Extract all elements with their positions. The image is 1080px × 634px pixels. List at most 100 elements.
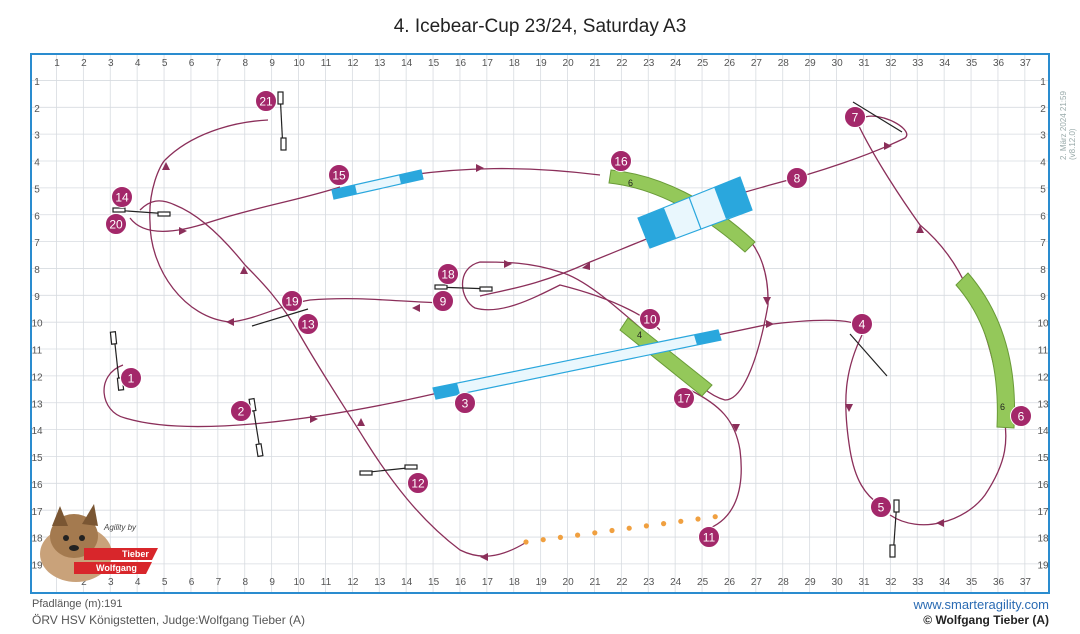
col-label-bottom: 11 xyxy=(321,577,332,588)
row-label-left: 16 xyxy=(31,480,43,491)
weave-pole xyxy=(661,521,667,527)
col-label-top: 21 xyxy=(589,58,601,69)
marker-5: 5 xyxy=(870,496,892,518)
dog-path xyxy=(103,115,1007,557)
row-label-left: 8 xyxy=(34,265,40,276)
website-link[interactable]: www.smarteragility.com xyxy=(913,597,1049,612)
row-label-left: 19 xyxy=(31,560,43,571)
col-label-top: 9 xyxy=(269,58,275,69)
logo-script: Agility by xyxy=(103,523,137,532)
row-label-right: 2 xyxy=(1040,104,1046,115)
marker-11: 11 xyxy=(698,526,720,548)
col-label-bottom: 3 xyxy=(108,577,114,588)
row-label-right: 10 xyxy=(1037,319,1049,330)
row-label-right: 9 xyxy=(1040,292,1046,303)
weave-pole xyxy=(557,534,564,541)
row-label-right: 15 xyxy=(1037,453,1049,464)
marker-7: 7 xyxy=(844,106,866,128)
col-label-top: 26 xyxy=(724,58,736,69)
dogwalk-long xyxy=(432,329,722,400)
tunnel-6 xyxy=(955,272,1016,429)
col-label-top: 8 xyxy=(243,58,249,69)
logo: Agility by Tieber Wolfgang xyxy=(40,504,158,582)
marker-16: 16 xyxy=(610,150,632,172)
marker-4: 4 xyxy=(851,313,873,335)
row-label-right: 13 xyxy=(1037,399,1049,410)
marker-label: 4 xyxy=(859,318,866,332)
col-label-top: 28 xyxy=(778,58,790,69)
col-label-top: 17 xyxy=(482,58,494,69)
row-label-left: 14 xyxy=(31,426,43,437)
weave-pole xyxy=(678,518,684,524)
col-label-top: 34 xyxy=(939,58,951,69)
tunnel-16 xyxy=(608,169,756,253)
marker-label: 5 xyxy=(878,501,885,515)
tunnel-16-label: 6 xyxy=(628,178,633,188)
col-label-top: 1 xyxy=(54,58,60,69)
weave-pole xyxy=(712,514,718,520)
col-label-top: 23 xyxy=(643,58,655,69)
col-label-top: 27 xyxy=(751,58,763,69)
col-label-top: 36 xyxy=(993,58,1005,69)
col-label-bottom: 29 xyxy=(805,577,817,588)
marker-17: 17 xyxy=(673,387,695,409)
col-label-bottom: 26 xyxy=(724,577,736,588)
jump-4 xyxy=(849,333,888,377)
jump-7 xyxy=(852,101,903,133)
row-label-left: 1 xyxy=(34,77,40,88)
col-label-top: 20 xyxy=(563,58,575,69)
marker-label: 11 xyxy=(703,531,716,545)
row-label-right: 12 xyxy=(1037,372,1049,383)
marker-label: 6 xyxy=(1018,410,1025,424)
row-label-left: 3 xyxy=(34,131,40,142)
marker-label: 7 xyxy=(852,111,859,125)
col-label-bottom: 16 xyxy=(455,577,467,588)
col-label-top: 25 xyxy=(697,58,709,69)
col-label-top: 24 xyxy=(670,58,682,69)
col-label-top: 19 xyxy=(536,58,548,69)
marker-19: 19 xyxy=(281,290,303,312)
col-label-bottom: 5 xyxy=(162,577,168,588)
col-label-bottom: 9 xyxy=(269,577,275,588)
jump-14-20 xyxy=(112,207,171,217)
a-frame xyxy=(637,176,753,249)
col-label-bottom: 19 xyxy=(536,577,548,588)
row-label-right: 16 xyxy=(1037,480,1049,491)
weave-pole xyxy=(523,539,529,545)
row-label-left: 11 xyxy=(32,346,43,357)
grid-labels: 1 223344556677889910101111121213131414151… xyxy=(31,58,1049,588)
path-arrows xyxy=(162,142,944,561)
row-label-left: 5 xyxy=(34,184,40,195)
marker-label: 17 xyxy=(677,392,691,406)
row-label-left: 9 xyxy=(34,292,40,303)
col-label-bottom: 27 xyxy=(751,577,763,588)
marker-label: 20 xyxy=(109,218,123,232)
marker-label: 16 xyxy=(614,155,628,169)
timestamp-note: 2. März 2024 21:59 (v8.12.0) xyxy=(1059,91,1077,160)
jumps xyxy=(109,91,903,558)
col-label-top: 2 xyxy=(81,58,87,69)
row-label-right: 11 xyxy=(1038,346,1049,357)
col-label-top: 7 xyxy=(216,58,222,69)
weave-pole xyxy=(592,530,598,536)
col-label-bottom: 10 xyxy=(294,577,306,588)
row-label-right: 4 xyxy=(1040,158,1046,169)
marker-10: 10 xyxy=(639,308,661,330)
col-label-bottom: 4 xyxy=(135,577,141,588)
col-label-top: 33 xyxy=(912,58,924,69)
marker-label: 10 xyxy=(643,313,657,327)
marker-1: 1 xyxy=(120,367,142,389)
row-label-right: 14 xyxy=(1037,426,1049,437)
marker-label: 14 xyxy=(115,191,129,205)
row-label-left: 10 xyxy=(31,319,43,330)
col-label-bottom: 15 xyxy=(428,577,440,588)
marker-20: 20 xyxy=(105,213,127,235)
marker-label: 2 xyxy=(238,405,245,419)
col-label-top: 15 xyxy=(428,58,440,69)
col-label-bottom: 33 xyxy=(912,577,924,588)
col-label-bottom: 13 xyxy=(374,577,386,588)
row-label-left: 7 xyxy=(34,238,40,249)
marker-label: 15 xyxy=(332,169,346,183)
tunnel-10-label: 4 xyxy=(637,330,642,340)
